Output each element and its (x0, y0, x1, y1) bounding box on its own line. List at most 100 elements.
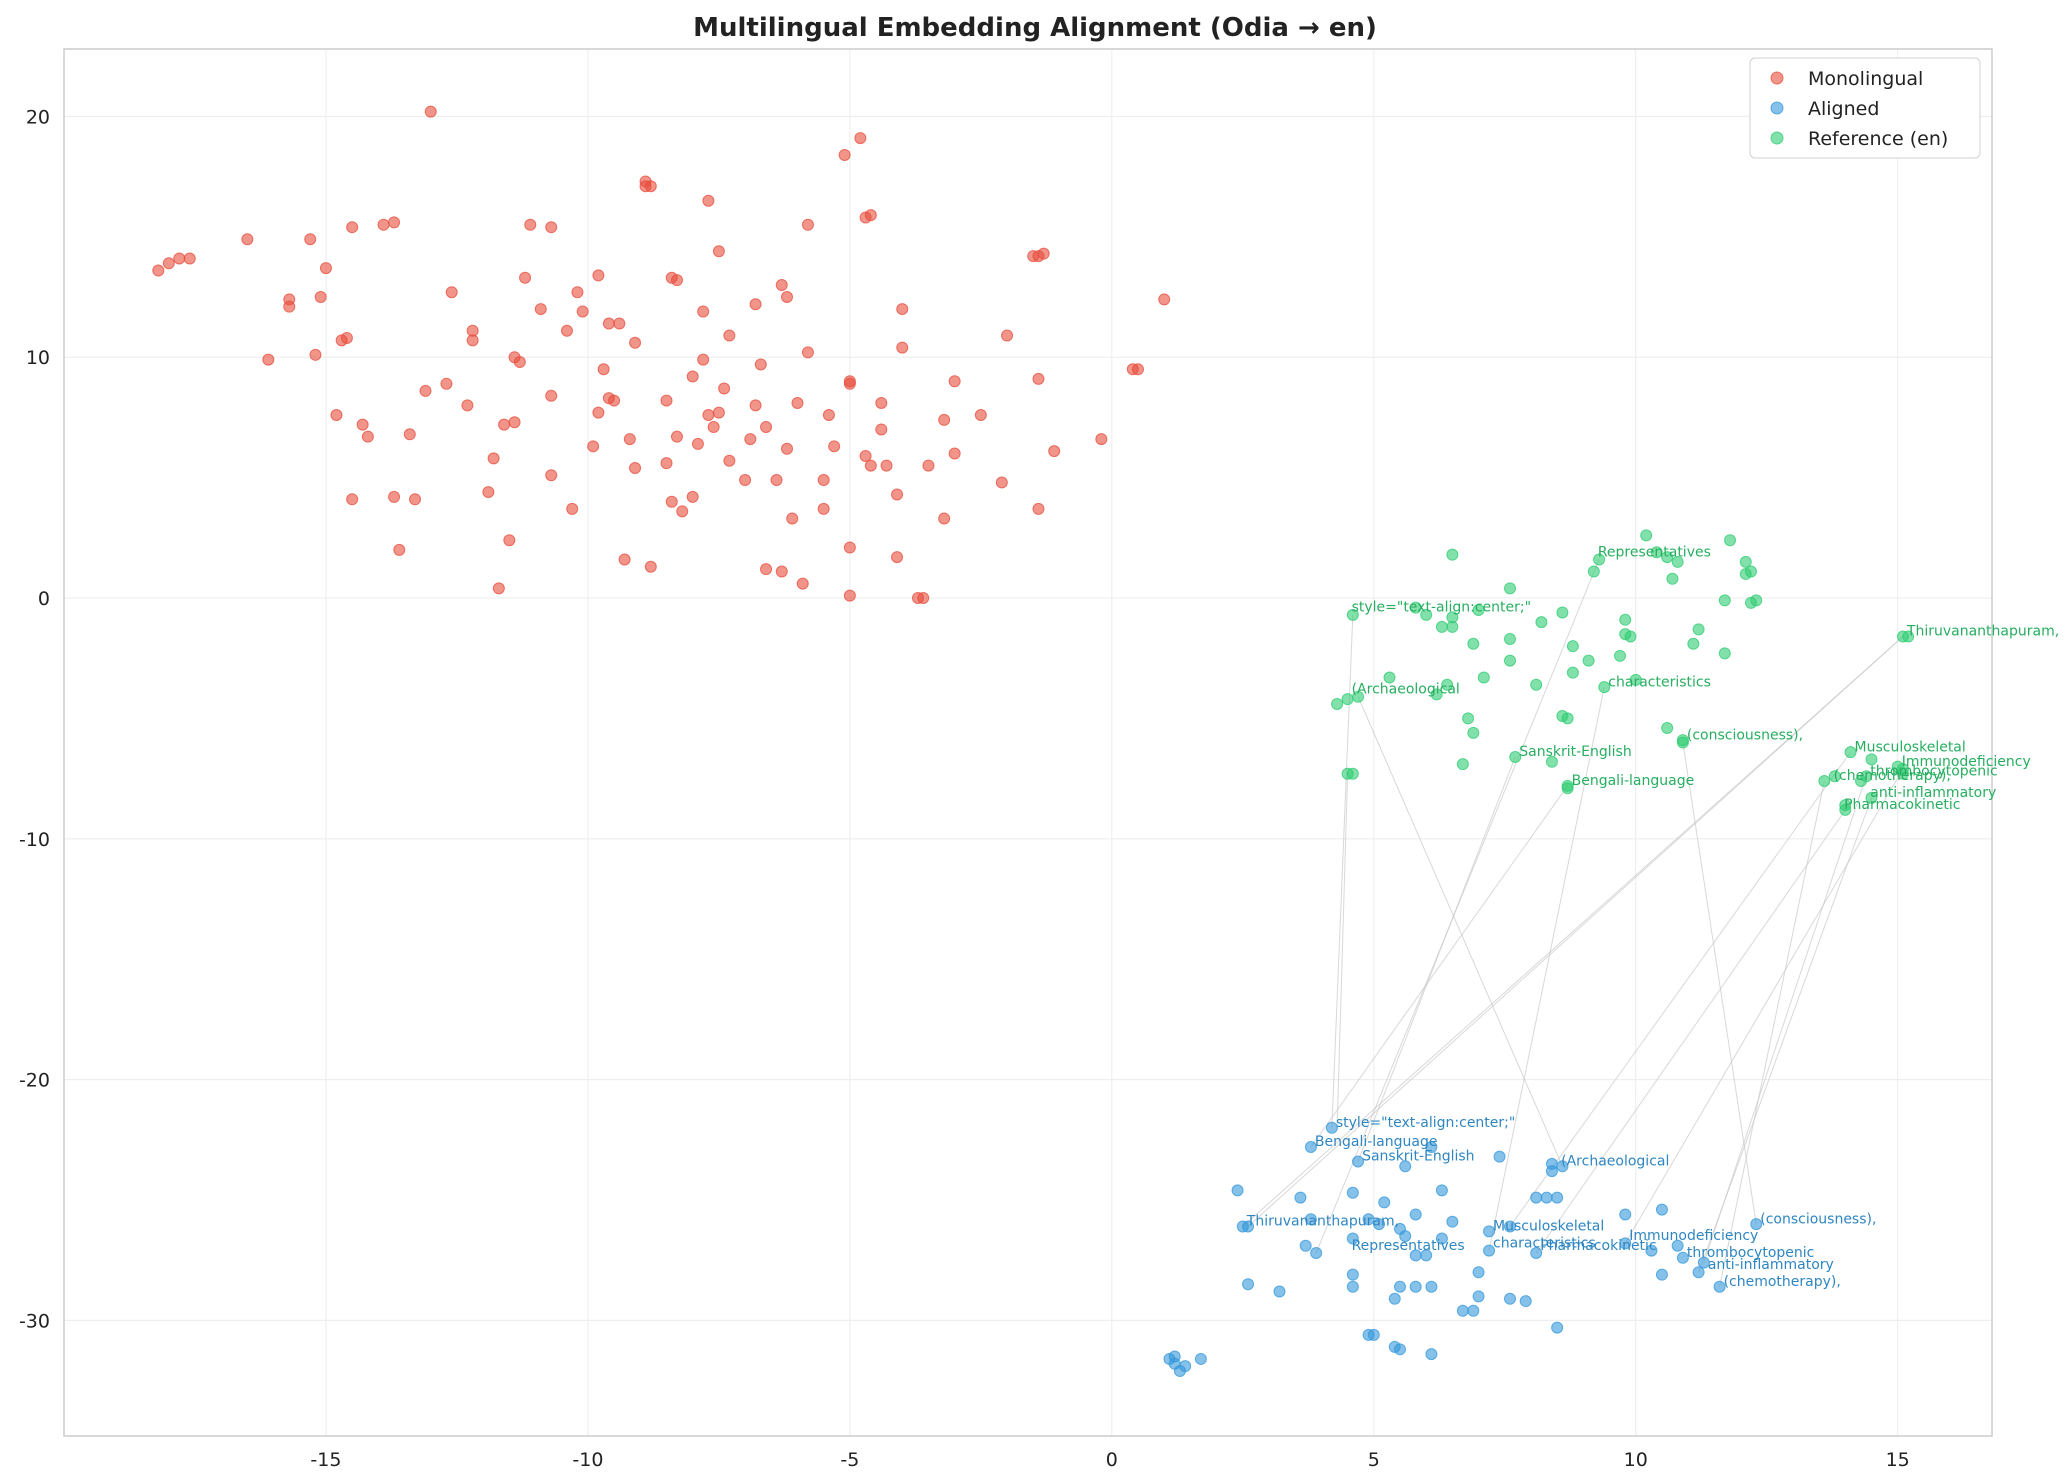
reference-point-label: Sanskrit-English (1519, 744, 1631, 760)
data-point (1346, 1232, 1359, 1245)
data-point (309, 348, 322, 361)
data-point (545, 221, 558, 234)
legend-box (1749, 57, 1981, 159)
data-point (660, 457, 673, 470)
data-point (1713, 1280, 1726, 1293)
data-point (162, 257, 175, 270)
data-point (1530, 678, 1543, 691)
data-point (948, 375, 961, 388)
point-labels: Representatives style="text-align:center;… (1246, 544, 2059, 1290)
reference-point-label: style="text-align:center;" (1352, 600, 1531, 616)
data-point (152, 264, 165, 277)
data-point (1650, 546, 1663, 559)
aligned-point-label: Bengali-language (1315, 1134, 1438, 1150)
data-point (498, 418, 511, 431)
data-point (697, 353, 710, 366)
data-point (686, 370, 699, 383)
data-point (283, 300, 296, 313)
data-point (723, 329, 736, 342)
data-point (1545, 755, 1558, 768)
data-point (896, 303, 909, 316)
alignment-connector (1247, 636, 1904, 1227)
data-point (660, 394, 673, 407)
data-point (1325, 1121, 1338, 1134)
reference-point-label: Immunodeficiency (1902, 754, 2031, 770)
data-point (1472, 1290, 1485, 1303)
data-point (1750, 594, 1763, 607)
data-point (1645, 1244, 1658, 1257)
data-point (1739, 555, 1752, 568)
data-point (644, 180, 657, 193)
x-tick-label: -15 (310, 1449, 341, 1471)
data-point (346, 493, 359, 506)
data-point (917, 592, 930, 605)
data-point (503, 534, 516, 547)
data-point (1399, 1230, 1412, 1243)
data-point (707, 421, 720, 434)
legend-marker (1770, 131, 1784, 145)
data-point (859, 449, 872, 462)
data-point (1561, 782, 1574, 795)
data-point (723, 454, 736, 467)
data-point (1865, 791, 1878, 804)
data-point (838, 148, 851, 161)
data-point (1483, 1244, 1496, 1257)
data-point (1472, 1266, 1485, 1279)
data-point (1483, 1225, 1496, 1238)
data-point (712, 245, 725, 258)
aligned-point-label: Pharmacokinetic (1540, 1238, 1656, 1254)
aligned-point-label: Immunodeficiency (1629, 1228, 1758, 1244)
alignment-connector (1719, 780, 1825, 1287)
data-point (1179, 1360, 1192, 1373)
aligned-point-label: thrombocytopenic (1687, 1245, 1814, 1261)
x-tick-label: 10 (1624, 1449, 1648, 1471)
reference-point-label: Pharmacokinetic (1844, 797, 1960, 813)
data-point (1745, 565, 1757, 578)
data-point (356, 418, 369, 431)
data-point (587, 440, 600, 453)
data-point (1551, 1321, 1564, 1334)
data-point (1331, 697, 1344, 710)
data-point (712, 406, 725, 419)
data-point (718, 382, 731, 395)
data-point (524, 218, 537, 231)
aligned-point-label: anti-inflammatory (1708, 1257, 1834, 1273)
data-point (1519, 1295, 1532, 1308)
x-tick-label: 5 (1368, 1449, 1380, 1471)
data-point (843, 375, 856, 388)
data-point (1865, 753, 1878, 766)
data-point (1472, 604, 1485, 617)
alignment-connector (1357, 696, 1563, 1167)
data-point (1661, 722, 1674, 735)
data-point (948, 447, 961, 460)
data-point (608, 394, 621, 407)
data-point (1504, 1292, 1516, 1305)
data-point (1661, 551, 1674, 564)
data-point (1624, 630, 1637, 643)
data-point (1509, 750, 1522, 763)
data-point (1530, 1246, 1543, 1259)
data-point (1629, 673, 1642, 686)
data-point (1467, 1304, 1480, 1317)
data-point (1346, 1186, 1359, 1199)
data-point (1435, 1232, 1448, 1245)
data-point (419, 384, 432, 397)
data-point (843, 589, 856, 602)
alignment-connector (1315, 559, 1600, 1254)
aligned-point-label: style="text-align:center;" (1336, 1115, 1515, 1131)
grid-lines (64, 49, 1992, 1436)
data-point (864, 459, 877, 472)
data-point (775, 565, 788, 578)
data-point (822, 409, 835, 422)
legend-label: Monolingual (1808, 68, 1923, 90)
x-tick-label: 15 (1886, 1449, 1910, 1471)
data-point (388, 490, 401, 503)
aligned-point-label: (chemotherapy), (1724, 1274, 1841, 1290)
x-tick-label: -5 (840, 1449, 859, 1471)
data-point (1299, 1239, 1312, 1252)
data-point (854, 132, 867, 145)
data-point (482, 486, 495, 499)
data-point (1446, 611, 1459, 624)
data-point (487, 452, 500, 465)
